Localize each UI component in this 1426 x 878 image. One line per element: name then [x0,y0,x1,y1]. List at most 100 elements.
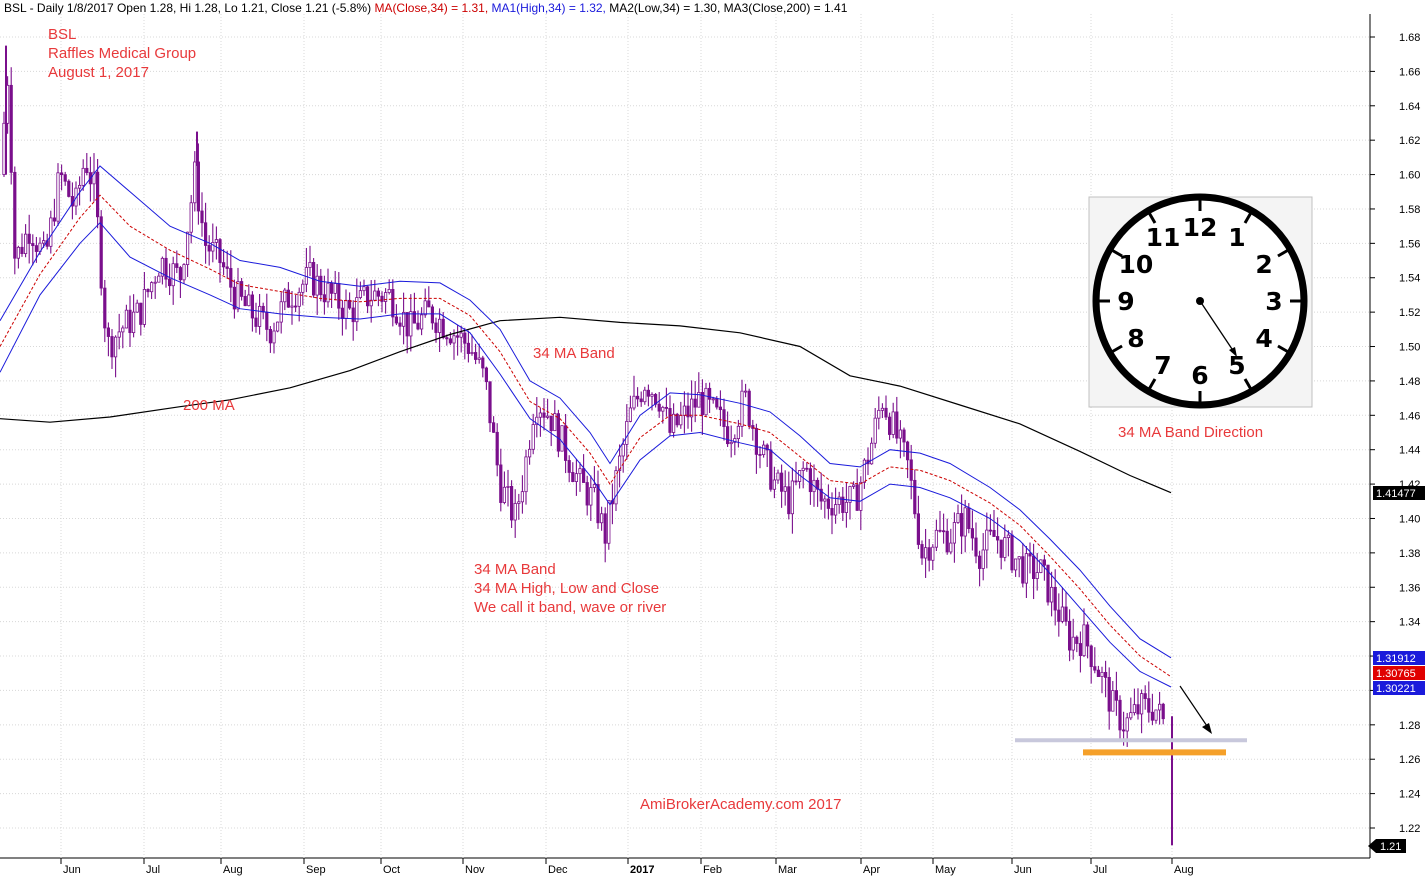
chart-header: BSL - Daily 1/8/2017 Open 1.28, Hi 1.28,… [4,1,848,15]
clock-tick [1243,378,1252,390]
candle-body [895,411,899,439]
candle-body [225,266,229,269]
candle-body [682,405,687,416]
clock-tick [1148,212,1157,224]
candle-body [491,422,496,433]
y-tick-label: 1.68 [1399,32,1420,44]
candle-body [419,314,424,330]
candle-body [326,282,330,303]
price-label-last: 1.21 [1368,839,1406,853]
candle-body [693,398,697,408]
candle-body [23,233,28,255]
clock-number: 4 [1255,324,1272,353]
candle-body [718,406,723,411]
candle-body [844,501,849,513]
clock-number: 2 [1255,250,1272,279]
candle-body [9,84,13,173]
candle-body [852,484,856,487]
y-tick-label: 1.56 [1399,238,1420,250]
candle-body [733,438,737,443]
candle-body [974,537,978,557]
ma-high-band-line [0,165,1172,659]
candle-body [834,504,838,516]
candle-body [578,468,582,475]
y-tick-label: 1.62 [1399,135,1420,147]
candle-body [96,171,100,218]
candle-body [315,275,319,296]
candle-body [603,513,607,544]
candle-body [542,412,546,418]
candle-body [142,289,146,325]
clock-number: 6 [1191,361,1208,390]
candle-body [754,428,759,455]
candle-body [1024,553,1028,584]
candle-body [218,239,222,263]
ma-low-band-line [0,221,1172,688]
candle-body [362,286,366,292]
annotation-company: Raffles Medical Group [48,45,196,62]
candle-body [1086,624,1090,647]
candle-body [1140,693,1144,715]
candle-body [513,503,517,521]
candle-body [189,202,193,233]
candle-body [160,257,164,277]
candle-body [632,395,636,409]
svg-text:1.41477: 1.41477 [1376,488,1416,500]
candle-body [675,413,679,426]
candle-body [1089,645,1093,668]
header-ma-low: MA2(Low,34) = 1.30, [606,1,720,15]
x-tick-label: Mar [778,864,797,876]
clock-number: 11 [1146,223,1181,252]
candle-body [855,484,859,511]
candle-body [988,529,993,532]
ma200-line [0,316,1172,494]
candle-body [945,530,949,553]
candle-body [470,352,474,354]
clock-caption: 34 MA Band Direction [1118,424,1263,441]
candle-body [985,529,989,551]
candle-body [463,332,467,344]
candle-body [1129,712,1133,719]
candle-body [776,472,780,481]
candle-body [862,459,867,483]
candle-body [1017,556,1021,560]
candle-body [103,287,107,329]
candle-body [229,268,233,288]
candlesticks [2,45,1173,846]
candle-body [268,329,273,344]
candle-body [549,415,553,432]
y-tick-label: 1.66 [1399,66,1420,78]
candle-body [146,289,150,293]
candle-body [592,484,597,488]
annotation-band-line3: We call it band, wave or river [474,599,666,616]
candle-body [509,486,514,521]
candle-body [391,289,395,318]
candle-body [582,468,586,483]
annotation-band-line1: 34 MA Band [474,561,556,578]
candle-body [927,547,931,561]
candle-body [938,529,942,532]
candle-body [369,299,373,307]
candle-body [1158,703,1162,711]
y-tick-label: 1.34 [1399,617,1420,629]
candle-body [661,406,665,412]
candle-body [459,332,463,338]
candle-body [650,394,654,397]
candle-body [870,442,874,465]
header-ma-200: MA3(Close,200) = 1.41 [720,1,847,15]
candle-body [135,302,139,313]
y-tick-label: 1.58 [1399,204,1420,216]
candle-body [13,171,17,259]
candle-body [1132,704,1136,714]
candle-body [744,390,748,393]
candle-body [355,297,359,323]
candle-body [567,460,571,473]
clock-tick [1111,344,1123,353]
candle-body [272,330,276,344]
candle-body [427,300,431,308]
candle-body [293,305,298,308]
candle-body [672,413,676,433]
candle-body [193,161,197,204]
candle-body [254,317,258,327]
candle-body [960,513,964,537]
